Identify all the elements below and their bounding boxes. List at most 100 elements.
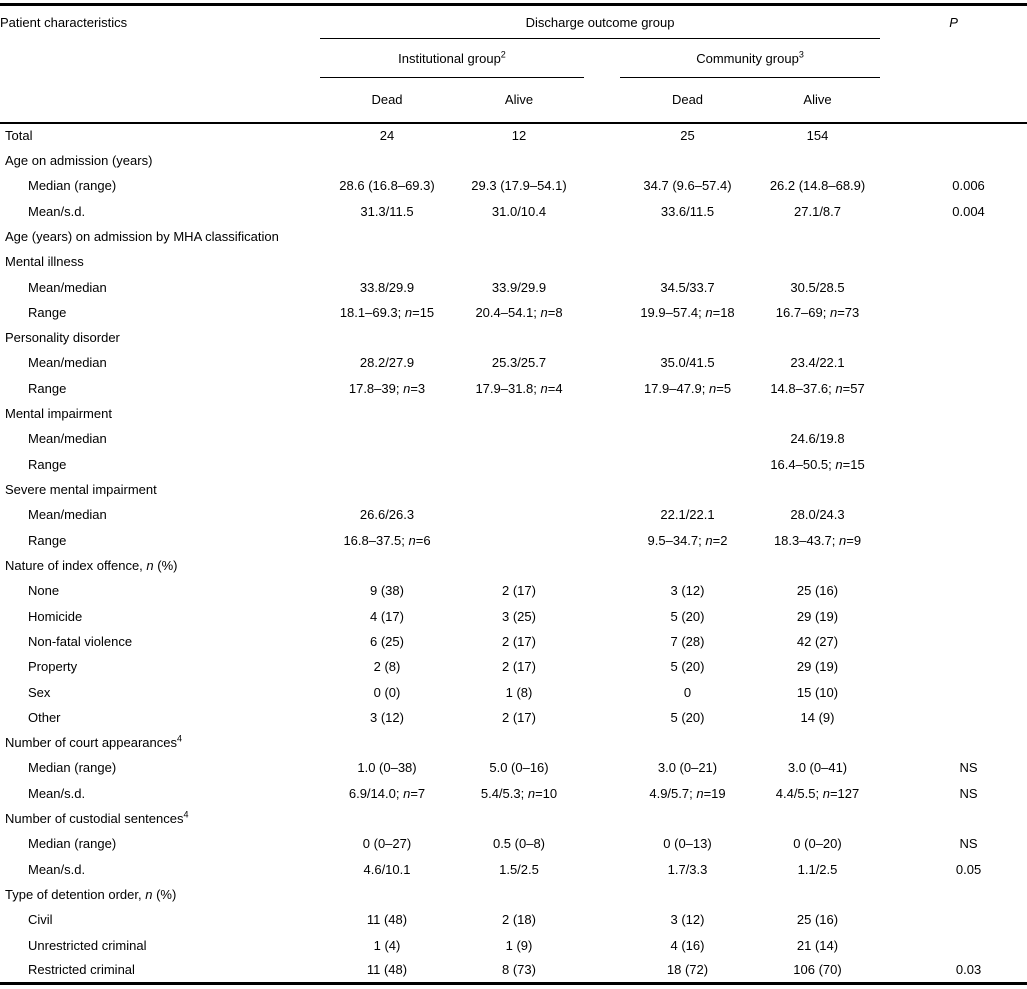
cell-p-value (880, 806, 1027, 831)
empty-cell (880, 39, 1027, 78)
column-gap (584, 39, 620, 78)
table-row: Range 16.8–37.5; n=6 9.5–34.7; n=2 18.3–43.… (0, 528, 1027, 553)
column-gap (584, 249, 620, 274)
table-row: Other 3 (12) 2 (17) 5 (20) 14 (9) (0, 705, 1027, 730)
cell-p-value: 0.006 (952, 178, 985, 194)
cell-p-value (880, 300, 1027, 325)
cell-institutional-dead (320, 882, 454, 907)
cell-institutional-alive (454, 477, 584, 502)
cell-institutional-dead (320, 224, 454, 249)
cell-institutional-dead (320, 553, 454, 578)
cell-institutional-dead: 33.8/29.9 (359, 279, 415, 295)
cell-p-value (880, 603, 1027, 628)
table-row: Type of detention order, n (%) (0, 882, 1027, 907)
cell-p-value: NS (959, 760, 978, 776)
row-label: Range (28, 380, 67, 396)
table-row: Median (range) 0 (0–27) 0.5 (0–8) 0 (0–13) 0… (0, 831, 1027, 856)
empty-cell (0, 39, 320, 78)
table-row: Median (range) 1.0 (0–38) 5.0 (0–16) 3.0 (0… (0, 755, 1027, 780)
column-gap (584, 857, 620, 882)
cell-community-dead (620, 249, 755, 274)
table-body: Total 24 12 25 154 Age on admission (years) Me… (0, 123, 1027, 984)
row-label: Other (28, 709, 61, 725)
cell-institutional-alive: 1 (9) (505, 937, 533, 953)
cell-community-alive: 16.7–69; n=73 (775, 304, 860, 320)
table-row: Mean/s.d. 6.9/14.0; n=7 5.4/5.3; n=10 4.9/5… (0, 781, 1027, 806)
cell-institutional-dead: 26.6/26.3 (359, 507, 415, 523)
cell-institutional-alive (454, 806, 584, 831)
table-row: Number of custodial sentences4 (0, 806, 1027, 831)
cell-community-dead: 33.6/11.5 (660, 203, 715, 219)
row-label: Sex (28, 684, 51, 700)
cell-institutional-alive: 31.0/10.4 (491, 203, 547, 219)
cell-institutional-dead: 16.8–37.5; n=6 (343, 532, 431, 548)
table-row: Number of court appearances4 (0, 730, 1027, 755)
cell-community-alive (755, 224, 880, 249)
cell-institutional-alive: 8 (73) (502, 962, 536, 978)
column-gap (584, 528, 620, 553)
community-group-label: Community group (696, 50, 799, 66)
cell-community-dead (620, 553, 755, 578)
row-label: Civil (28, 912, 53, 928)
cell-community-dead: 7 (28) (670, 633, 705, 649)
cell-institutional-alive (454, 730, 584, 755)
cell-p-value: NS (959, 785, 978, 801)
p-column-header: P (949, 14, 958, 30)
institutional-group-header: Institutional group2 (320, 38, 584, 78)
cell-community-alive: 26.2 (14.8–68.9) (769, 178, 866, 194)
column-gap (584, 730, 620, 755)
cell-community-dead (620, 882, 755, 907)
table-row: Nature of index offence, n (%) (0, 553, 1027, 578)
row-label: Median (range) (28, 836, 117, 852)
header-row-dead-alive: Dead Alive Dead Alive (0, 77, 1027, 124)
cell-p-value (880, 629, 1027, 654)
cell-p-value (880, 553, 1027, 578)
row-label: Mental illness (5, 254, 84, 270)
cell-institutional-dead: 28.6 (16.8–69.3) (339, 178, 435, 194)
cell-institutional-alive: 2 (17) (502, 659, 536, 675)
cell-community-dead: 1.7/3.3 (667, 861, 708, 877)
table-row: Age (years) on admission by MHA classifi… (0, 224, 1027, 249)
table-row: Mean/median 26.6/26.3 22.1/22.1 28.0/24.3 (0, 502, 1027, 527)
row-label: Age (years) on admission by MHA classifi… (5, 228, 279, 244)
cell-institutional-dead: 0 (0) (373, 684, 401, 700)
cell-institutional-alive (454, 148, 584, 173)
cell-community-alive: 21 (14) (796, 937, 839, 953)
column-gap (584, 224, 620, 249)
cell-institutional-alive: 3 (25) (502, 608, 536, 624)
cell-institutional-alive: 2 (17) (502, 709, 536, 725)
cell-institutional-dead: 11 (48) (366, 912, 408, 928)
cell-institutional-alive: 33.9/29.9 (491, 279, 547, 295)
cell-p-value (880, 224, 1027, 249)
cell-community-alive: 154 (806, 128, 829, 144)
column-gap (584, 578, 620, 603)
community-group-header: Community group3 (620, 38, 881, 78)
cell-community-alive: 42 (27) (796, 633, 839, 649)
row-label: Range (28, 456, 67, 472)
column-gap (584, 603, 620, 628)
table-row: Age on admission (years) (0, 148, 1027, 173)
cell-p-value (880, 123, 1027, 148)
row-label: Homicide (28, 608, 83, 624)
footnote-marker-4: 4 (183, 809, 189, 820)
cell-institutional-dead: 9 (38) (370, 583, 404, 599)
cell-p-value (880, 705, 1027, 730)
column-gap (584, 274, 620, 299)
cell-community-alive: 18.3–43.7; n=9 (773, 532, 862, 548)
table-row: Range 18.1–69.3; n=15 20.4–54.1; n=8 19.9–5… (0, 300, 1027, 325)
row-label: Mean/median (28, 355, 107, 371)
row-label: Mean/median (28, 431, 107, 447)
cell-institutional-dead (320, 249, 454, 274)
row-label: Mean/s.d. (28, 861, 86, 877)
cell-institutional-dead: 2 (8) (373, 659, 401, 675)
table-row: Total 24 12 25 154 (0, 123, 1027, 148)
table-row: Mental impairment (0, 401, 1027, 426)
column-gap (584, 77, 620, 124)
cell-p-value (880, 730, 1027, 755)
cell-p-value (880, 679, 1027, 704)
cell-community-dead (620, 401, 755, 426)
column-gap (584, 882, 620, 907)
cell-community-dead: 0 (0–13) (663, 836, 712, 852)
cell-institutional-alive: 5.0 (0–16) (489, 760, 549, 776)
table-row: Mean/median 33.8/29.9 33.9/29.9 34.5/33.7 30… (0, 274, 1027, 299)
